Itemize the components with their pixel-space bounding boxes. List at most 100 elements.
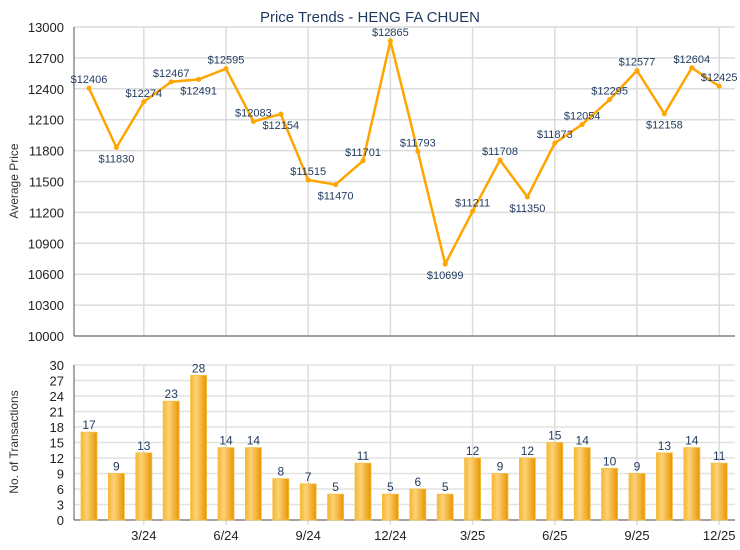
bar-data-label: 15 <box>548 429 562 443</box>
transaction-bar <box>519 457 536 521</box>
price-y-tick-label: 10600 <box>28 267 64 282</box>
transaction-bar <box>491 473 509 521</box>
transaction-bar <box>656 452 673 521</box>
price-y-tick-label: 13000 <box>28 20 64 35</box>
price-point <box>387 38 393 44</box>
price-point <box>86 85 92 91</box>
price-point <box>415 148 421 154</box>
transaction-bar <box>573 447 591 521</box>
bar-data-label: 6 <box>414 475 421 489</box>
transaction-bar <box>464 457 482 521</box>
price-data-label: $12865 <box>372 27 409 39</box>
price-point <box>497 157 503 163</box>
bar-data-label: 14 <box>685 434 699 448</box>
bar-data-label: 8 <box>277 465 284 479</box>
price-point <box>196 76 202 82</box>
x-tick-label: 3/24 <box>131 528 156 543</box>
bar-y-tick-label: 27 <box>50 374 64 389</box>
transaction-bar <box>135 452 153 521</box>
transaction-bar <box>710 462 728 521</box>
bar-data-label: 14 <box>247 434 261 448</box>
bar-y-tick-label: 21 <box>50 405 64 420</box>
price-data-label: $12467 <box>153 68 190 80</box>
price-data-label: $12158 <box>646 120 683 132</box>
transaction-bar <box>436 493 454 521</box>
price-point <box>141 99 147 105</box>
price-data-label: $12295 <box>591 86 628 98</box>
bar-y-tick-label: 15 <box>50 436 64 451</box>
price-y-tick-label: 12700 <box>28 51 64 66</box>
transaction-bar <box>299 483 317 521</box>
transaction-bar <box>409 488 427 521</box>
price-y-tick-label: 10900 <box>28 236 64 251</box>
price-y-tick-label: 11500 <box>29 175 64 190</box>
price-point <box>607 97 613 103</box>
bar-y-tick-label: 18 <box>50 420 64 435</box>
price-point <box>333 182 339 188</box>
price-data-label: $12154 <box>262 120 299 132</box>
bar-y-tick-label: 0 <box>57 513 64 528</box>
price-point <box>634 68 640 74</box>
price-data-label: $11350 <box>509 203 545 215</box>
price-data-label: $12274 <box>125 88 162 100</box>
price-y-tick-label: 12100 <box>28 113 64 128</box>
x-tick-label: 9/24 <box>296 528 321 543</box>
price-data-label: $11873 <box>537 129 573 141</box>
price-point <box>113 145 119 151</box>
bar-data-label: 9 <box>497 460 504 474</box>
bar-y-tick-label: 9 <box>57 467 64 482</box>
transaction-bar <box>80 431 98 521</box>
bar-data-label: 13 <box>137 439 151 453</box>
price-data-label: $10699 <box>427 270 464 282</box>
bar-y-tick-label: 3 <box>57 498 64 513</box>
price-point <box>360 158 366 164</box>
transaction-bar <box>272 478 290 521</box>
bar-data-label: 14 <box>576 434 590 448</box>
price-data-label: $12425 <box>701 72 738 84</box>
bar-y-tick-label: 24 <box>50 389 64 404</box>
price-y-tick-label: 11200 <box>29 205 64 220</box>
price-data-label: $11708 <box>482 146 518 158</box>
bar-data-label: 9 <box>113 460 120 474</box>
x-tick-label: 12/25 <box>703 528 736 543</box>
chart-title: Price Trends - HENG FA CHUEN <box>260 9 480 26</box>
price-y-tick-label: 10000 <box>28 329 64 344</box>
bar-y-tick-label: 12 <box>50 451 64 466</box>
transaction-bar <box>327 493 345 521</box>
price-point <box>689 65 695 71</box>
price-y-tick-label: 10300 <box>28 298 64 313</box>
price-point <box>661 111 667 117</box>
price-data-label: $12604 <box>673 54 710 66</box>
price-point <box>470 208 476 214</box>
price-data-label: $12054 <box>564 110 601 122</box>
bar-data-label: 17 <box>82 418 96 432</box>
bar-data-label: 5 <box>332 480 339 494</box>
bar-data-label: 7 <box>305 470 312 484</box>
price-y-tick-label: 12400 <box>28 82 64 97</box>
bar-data-label: 5 <box>442 480 449 494</box>
transaction-bar <box>354 462 372 521</box>
price-point <box>278 111 284 117</box>
x-tick-label: 6/25 <box>542 528 567 543</box>
price-data-label: $11211 <box>455 197 490 209</box>
x-tick-label: 6/24 <box>213 528 238 543</box>
price-data-label: $11470 <box>318 191 354 203</box>
bar-data-label: 14 <box>219 434 233 448</box>
bar-data-label: 12 <box>521 444 535 458</box>
transactions-y-axis-label: No. of Transactions <box>7 390 21 493</box>
x-tick-label: 12/24 <box>374 528 407 543</box>
bar-data-label: 9 <box>634 460 641 474</box>
transaction-bar <box>190 374 208 521</box>
bar-data-label: 28 <box>192 361 206 375</box>
bar-y-tick-label: 30 <box>50 358 64 373</box>
transaction-bar <box>546 442 564 521</box>
bar-data-label: 10 <box>603 454 617 468</box>
bar-data-label: 13 <box>658 439 672 453</box>
bar-data-label: 11 <box>357 449 370 463</box>
price-data-label: $11515 <box>290 166 326 178</box>
price-point <box>579 121 585 127</box>
transaction-bar <box>244 447 262 521</box>
transaction-bar <box>108 473 125 521</box>
price-data-label: $12577 <box>619 57 656 69</box>
